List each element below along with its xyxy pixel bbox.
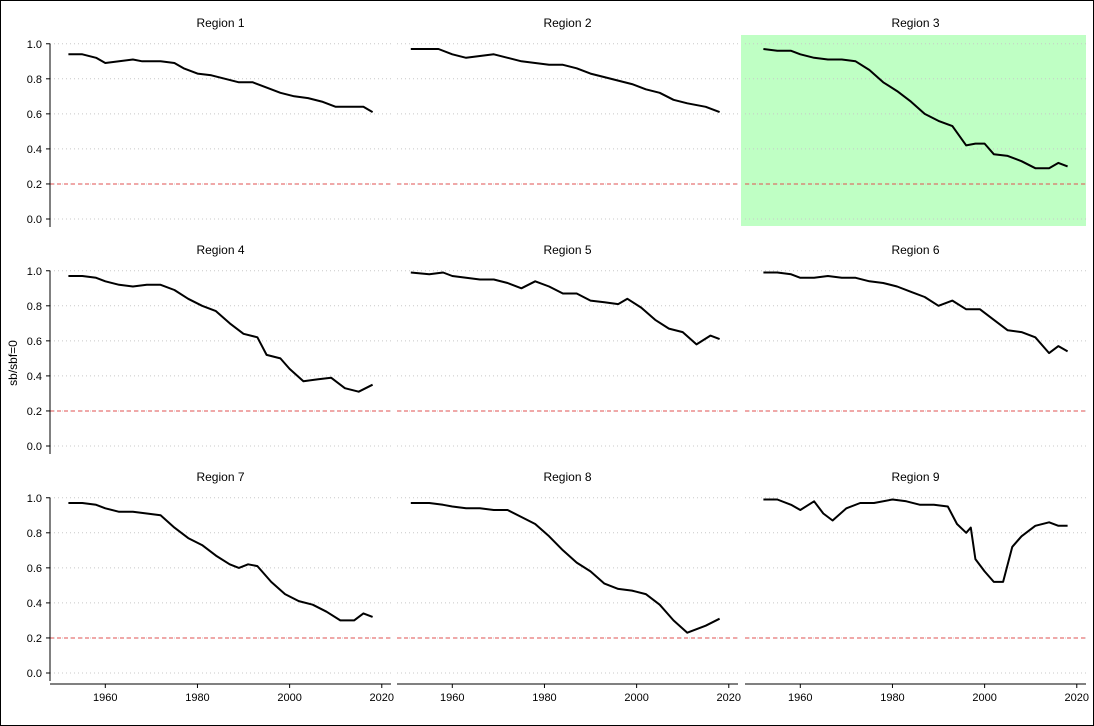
- x-tick-label: 1980: [880, 692, 904, 704]
- series-line: [68, 53, 374, 113]
- y-tick-label: 0.4: [27, 144, 42, 156]
- y-tick-label: 0.6: [27, 336, 42, 348]
- y-tick-label: 0.4: [27, 371, 42, 383]
- series-line: [763, 271, 1069, 355]
- highlight-background: [741, 35, 1086, 226]
- series-line: [68, 275, 374, 393]
- panel-title: Region 5: [543, 243, 591, 257]
- panel-title: Region 3: [891, 16, 939, 30]
- x-tick-label: 2020: [1065, 692, 1089, 704]
- y-tick-label: 0.6: [27, 109, 42, 121]
- y-tick-label: 0.8: [27, 528, 42, 540]
- x-tick-label: 1960: [440, 692, 464, 704]
- y-tick-label: 0.6: [27, 563, 42, 575]
- y-axis-label: sb/sbf=0: [6, 340, 20, 386]
- y-tick-label: 0.0: [27, 441, 42, 453]
- x-tick-label: 2020: [717, 692, 741, 704]
- x-tick-label: 2000: [624, 692, 648, 704]
- y-tick-label: 0.8: [27, 74, 42, 86]
- y-tick-label: 0.2: [27, 406, 42, 418]
- x-tick-label: 2020: [370, 692, 394, 704]
- x-tick-label: 2000: [972, 692, 996, 704]
- x-tick-label: 2000: [277, 692, 301, 704]
- panel-title: Region 8: [543, 470, 591, 484]
- y-tick-label: 0.0: [27, 668, 42, 680]
- x-tick-label: 1980: [532, 692, 556, 704]
- series-line: [763, 48, 1068, 170]
- panel-title: Region 1: [196, 16, 244, 30]
- y-tick-label: 1.0: [27, 39, 42, 51]
- panel-title: Region 6: [891, 243, 939, 257]
- y-tick-label: 1.0: [27, 493, 42, 505]
- series-line: [68, 502, 373, 622]
- x-tick-label: 1980: [185, 692, 209, 704]
- y-tick-label: 0.2: [27, 633, 42, 645]
- series-line: [410, 502, 721, 634]
- y-tick-label: 1.0: [27, 266, 42, 278]
- y-tick-label: 0.8: [27, 301, 42, 313]
- panel-title: Region 2: [543, 16, 591, 30]
- x-tick-label: 1960: [788, 692, 812, 704]
- y-tick-label: 0.4: [27, 598, 42, 610]
- series-line: [410, 48, 720, 114]
- series-line: [763, 498, 1068, 583]
- panel-title: Region 7: [196, 470, 244, 484]
- series-line: [410, 271, 720, 346]
- y-tick-label: 0.0: [27, 214, 42, 226]
- panel-title: Region 4: [196, 243, 244, 257]
- panel-title: Region 9: [891, 470, 939, 484]
- y-tick-label: 0.2: [27, 179, 42, 191]
- x-tick-label: 1960: [93, 692, 117, 704]
